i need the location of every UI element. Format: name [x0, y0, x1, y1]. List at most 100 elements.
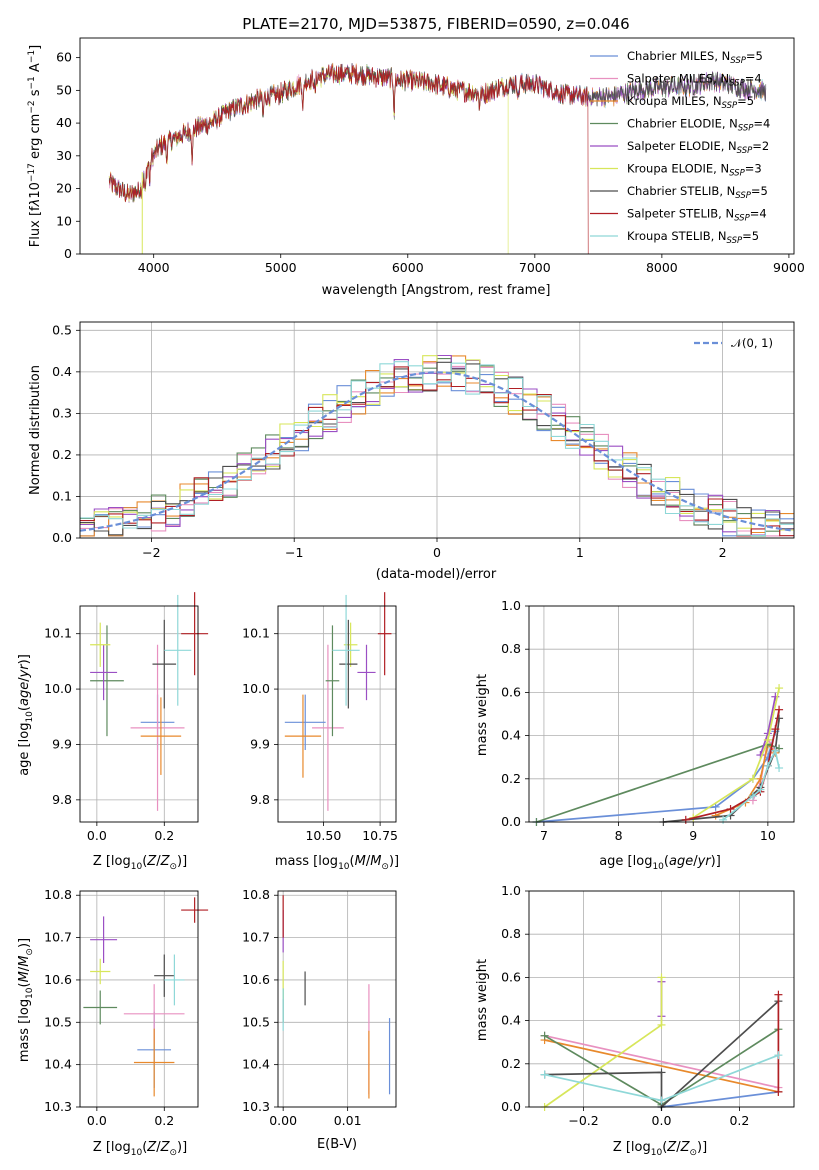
- y-tick-label: 10.6: [242, 972, 270, 987]
- y-tick-label: 0.4: [501, 728, 521, 743]
- spectrum-x-tick-label: 8000: [646, 260, 678, 275]
- spectrum-y-tick-label: 0: [64, 246, 72, 261]
- weight-line: [544, 1000, 779, 1109]
- y-tick-label: 0.2: [501, 1056, 521, 1071]
- histogram-x-tick-label: 1: [576, 545, 584, 560]
- age-z-ylabel: age [log10(age/yr)]: [17, 654, 35, 776]
- x-tick-label: 0.0: [652, 1113, 672, 1128]
- spectrum-y-tick-label: 30: [56, 148, 72, 163]
- histogram-axes-frame: [79, 321, 795, 539]
- spectrum-y-tick-label: 50: [56, 82, 72, 97]
- x-tick-label: 10: [760, 828, 776, 843]
- legend-subscript: SSP: [734, 214, 750, 224]
- weight-line: [692, 687, 780, 819]
- age-mass-xlabel: mass [log10(M/M⊙)]: [275, 854, 399, 872]
- legend-label: Salpeter ELODIE, NSSP=2: [627, 139, 769, 156]
- legend-label: Salpeter STELIB, NSSP=4: [627, 207, 767, 224]
- mass-z-xlabel: Z [log10(Z/Z⊙)]: [93, 1140, 187, 1158]
- legend-count: =5: [746, 49, 763, 63]
- x-tick-label: 0.2: [154, 828, 174, 843]
- y-tick-label: 0.0: [501, 1099, 521, 1114]
- spectrum-x-tick-label: 5000: [265, 260, 297, 275]
- y-tick-label: 1.0: [501, 598, 521, 613]
- x-tick-label: 10.50: [305, 828, 341, 843]
- legend-label: Chabrier STELIB, NSSP=5: [627, 184, 768, 201]
- weight-age-xlabel: age [log10(age/yr)]: [599, 854, 721, 872]
- axes-frame: [79, 605, 199, 823]
- histogram-xlabel: (data-model)/error: [376, 567, 497, 582]
- spectrum-x-tick-label: 4000: [138, 260, 170, 275]
- legend-count: =4: [750, 207, 767, 221]
- axes-frame: [79, 890, 199, 1108]
- y-tick-label: 0.2: [501, 771, 521, 786]
- legend-count: =5: [737, 94, 754, 108]
- y-tick-label: 0.6: [501, 969, 521, 984]
- x-tick-label: 10.75: [362, 828, 398, 843]
- y-tick-label: 10.5: [242, 1014, 270, 1029]
- x-tick-label: 0.2: [154, 1113, 174, 1128]
- y-tick-label: 10.7: [242, 930, 270, 945]
- y-tick-label: 10.0: [242, 681, 270, 696]
- y-tick-label: 10.0: [44, 681, 72, 696]
- legend-label: Kroupa STELIB, NSSP=5: [627, 229, 759, 246]
- y-tick-label: 10.4: [44, 1057, 72, 1072]
- legend-count: =3: [745, 162, 762, 176]
- normal-curve: [79, 371, 795, 532]
- axes-frame: [277, 890, 397, 1108]
- x-tick-label: 9: [689, 828, 697, 843]
- x-tick-label: 0.00: [269, 1113, 297, 1128]
- legend-subscript: SSP: [738, 124, 754, 134]
- histogram-y-tick-label: 0.4: [52, 364, 72, 379]
- small-panel-5: 0.0 0.2 10.3 10.4 10.5 10.6 10.7 10.8: [44, 887, 209, 1128]
- legend-normal-label: 𝒩(0, 1): [731, 336, 773, 350]
- small-panel-2: 0.0 0.2 9.8 9.9 10.0 10.1: [44, 592, 209, 843]
- legend-count: =4: [753, 117, 770, 131]
- legend-subscript: SSP: [727, 236, 743, 246]
- small-panel-3: 10.50 10.75 9.8 9.9 10.0 10.1: [242, 592, 398, 843]
- mass-z-ylabel: mass [log10(M/M⊙)]: [17, 938, 35, 1062]
- y-tick-label: 10.4: [242, 1057, 270, 1072]
- x-tick-label: −0.2: [568, 1113, 598, 1128]
- y-tick-label: 10.6: [44, 972, 72, 987]
- weight-z-xlabel: Z [log10(Z/Z⊙)]: [613, 1140, 707, 1158]
- spectrum-legend: Chabrier MILES, NSSP=5 Salpeter MILES, NS…: [590, 49, 770, 246]
- axes-frame: [277, 605, 397, 823]
- spectrum-panel: PLATE=2170, MJD=53875, FIBERID=0590, z=0…: [27, 15, 805, 298]
- legend-count: =2: [752, 139, 769, 153]
- histogram-x-tick-label: 0: [433, 545, 441, 560]
- spectrum-x-tick-label: 9000: [773, 260, 805, 275]
- spectrum-series-line: [108, 63, 589, 255]
- small-panel-7: −0.2 0.0 0.2 0.0 0.2 0.4 0.6 0.8 1.0: [501, 883, 795, 1128]
- histogram-y-tick-label: 0.2: [52, 447, 72, 462]
- y-tick-label: 9.8: [52, 792, 72, 807]
- weight-line: [544, 1039, 779, 1093]
- y-tick-label: 10.1: [44, 626, 72, 641]
- weight-z-ylabel: mass weight: [475, 959, 490, 1041]
- legend-label: Kroupa ELODIE, NSSP=3: [627, 162, 762, 179]
- age-z-xlabel: Z [log10(Z/Z⊙)]: [93, 854, 187, 872]
- histogram-x-tick-label: −2: [142, 545, 160, 560]
- y-tick-label: 0.4: [501, 1013, 521, 1028]
- histogram-step: [80, 361, 794, 536]
- legend-count: =4: [745, 72, 762, 86]
- legend-label: Chabrier ELODIE, NSSP=4: [627, 117, 770, 134]
- histogram-y-tick-label: 0.1: [52, 488, 72, 503]
- y-tick-label: 0.0: [501, 814, 521, 829]
- histogram-y-tick-label: 0.3: [52, 405, 72, 420]
- spectrum-y-tick-label: 40: [56, 115, 72, 130]
- mass-ebv-xlabel: E(B-V): [317, 1137, 357, 1152]
- legend-subscript: SSP: [737, 146, 753, 156]
- spectrum-x-tick-label: 7000: [519, 260, 551, 275]
- y-tick-label: 0.8: [501, 926, 521, 941]
- y-tick-label: 10.3: [44, 1099, 72, 1114]
- small-panel-6: 0.00 0.01 10.3 10.4 10.5 10.6 10.7 10.8: [242, 887, 397, 1128]
- x-tick-label: 0.01: [334, 1113, 362, 1128]
- x-tick-label: 8: [615, 828, 623, 843]
- histogram-x-tick-label: −1: [285, 545, 303, 560]
- y-tick-label: 0.6: [501, 684, 521, 699]
- spectrum-y-tick-label: 20: [56, 181, 72, 196]
- y-tick-label: 10.3: [242, 1099, 270, 1114]
- spectrum-y-tick-label: 10: [56, 213, 72, 228]
- spectrum-y-tick-label: 60: [56, 50, 72, 65]
